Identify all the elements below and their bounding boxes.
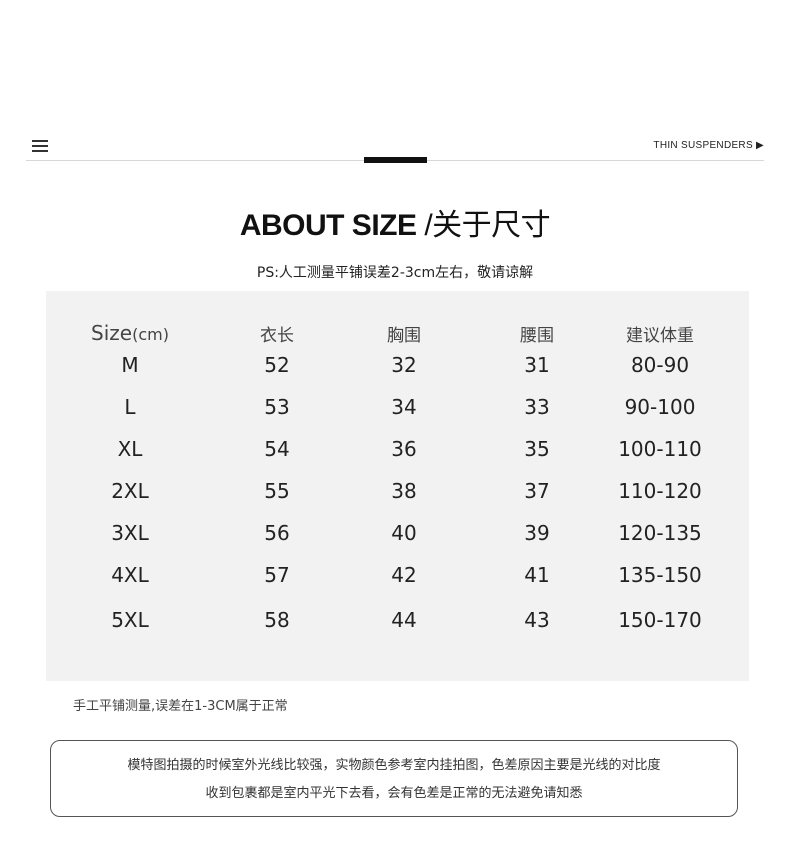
- table-cell: 80-90: [630, 353, 690, 377]
- page-title: ABOUT SIZE /关于尺寸: [0, 200, 790, 244]
- table-cell: 38: [391, 479, 417, 503]
- table-cell: 52: [264, 353, 290, 377]
- table-cell: 55: [264, 479, 290, 503]
- header-size: Size(cm): [91, 321, 169, 345]
- table-header: Size(cm) 衣长 胸围 腰围 建议体重: [46, 321, 749, 351]
- menu-icon[interactable]: [32, 140, 48, 155]
- title-cn: 关于尺寸: [432, 209, 551, 242]
- table-row: XL 54 36 35 100-110: [46, 437, 749, 467]
- table-cell: 150-170: [618, 608, 702, 632]
- header-length: 衣长: [260, 326, 294, 346]
- table-cell: 2XL: [111, 479, 149, 503]
- notice-line-1: 模特图拍摄的时候室外光线比较强，实物颜色参考室内挂拍图，色差原因主要是光线的对比…: [127, 758, 661, 773]
- header-chest: 胸围: [387, 326, 421, 346]
- table-cell: 34: [391, 395, 417, 419]
- table-cell: 53: [264, 395, 290, 419]
- table-cell: 40: [391, 521, 417, 545]
- measure-note: 手工平铺测量,误差在1-3CM属于正常: [73, 699, 288, 714]
- table-cell: M: [121, 353, 139, 377]
- color-notice: 模特图拍摄的时候室外光线比较强，实物颜色参考室内挂拍图，色差原因主要是光线的对比…: [50, 740, 738, 817]
- table-cell: XL: [117, 437, 143, 461]
- ps-note: PS:人工测量平铺误差2-3cm左右，敬请谅解: [256, 265, 534, 281]
- header-weight: 建议体重: [626, 326, 694, 346]
- table-cell: 4XL: [111, 563, 149, 587]
- table-cell: 33: [524, 395, 550, 419]
- table-cell: 5XL: [111, 608, 149, 632]
- table-cell: L: [124, 395, 136, 419]
- table-cell: 41: [524, 563, 550, 587]
- table-cell: 39: [524, 521, 550, 545]
- title-sep: /: [424, 209, 433, 242]
- table-row: 5XL 58 44 43 150-170: [46, 608, 749, 638]
- table-cell: 135-150: [618, 563, 702, 587]
- table-cell: 110-120: [618, 479, 702, 503]
- title-en: ABOUT SIZE: [239, 209, 417, 242]
- table-cell: 43: [524, 608, 550, 632]
- size-table: Size(cm) 衣长 胸围 腰围 建议体重 M 52 32 31 80-90 L 53 34…: [46, 291, 749, 681]
- table-cell: 90-100: [624, 395, 696, 419]
- table-row: M 52 32 31 80-90: [46, 353, 749, 383]
- table-cell: 32: [391, 353, 417, 377]
- thin-suspenders-link[interactable]: THIN SUSPENDERS ▶: [653, 140, 764, 151]
- table-cell: 56: [264, 521, 290, 545]
- active-indicator: [364, 157, 427, 163]
- table-row: 2XL 55 38 37 110-120: [46, 479, 749, 509]
- table-cell: 35: [524, 437, 550, 461]
- table-cell: 31: [524, 353, 550, 377]
- table-cell: 100-110: [618, 437, 702, 461]
- table-row: 3XL 56 40 39 120-135: [46, 521, 749, 551]
- table-cell: 42: [391, 563, 417, 587]
- table-cell: 120-135: [618, 521, 702, 545]
- table-cell: 57: [264, 563, 290, 587]
- table-cell: 54: [264, 437, 290, 461]
- table-cell: 36: [391, 437, 417, 461]
- table-cell: 37: [524, 479, 550, 503]
- header-waist: 腰围: [520, 326, 554, 346]
- notice-line-2: 收到包裹都是室内平光下去看，会有色差是正常的无法避免请知悉: [205, 786, 583, 801]
- table-cell: 44: [391, 608, 417, 632]
- table-cell: 58: [264, 608, 290, 632]
- table-row: 4XL 57 42 41 135-150: [46, 563, 749, 593]
- table-row: L 53 34 33 90-100: [46, 395, 749, 425]
- table-cell: 3XL: [111, 521, 149, 545]
